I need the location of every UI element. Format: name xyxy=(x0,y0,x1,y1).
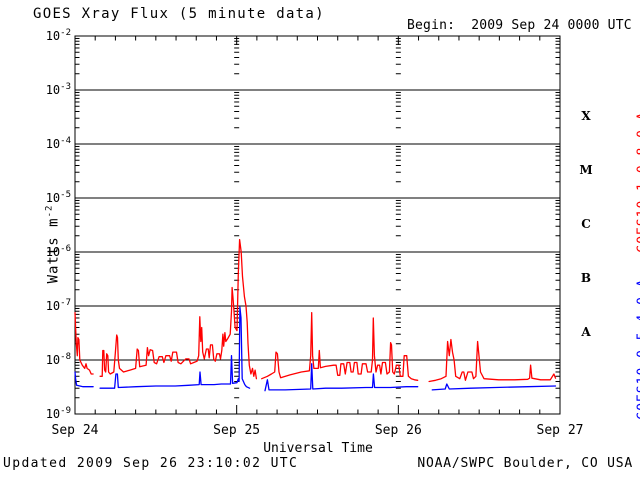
y-tick-label: 10-2 xyxy=(45,28,71,43)
y-tick-exponent: -4 xyxy=(60,136,71,146)
flare-class-label: C xyxy=(581,217,591,231)
flare-class-label: X xyxy=(581,109,591,123)
plot-frame xyxy=(74,35,561,415)
legend-goes10-short-text: GOES10 0.5-4.0 A xyxy=(635,278,640,420)
x-tick-label: Sep 26 xyxy=(374,423,422,438)
y-tick-exponent: -7 xyxy=(60,298,71,308)
x-tick-label: Sep 25 xyxy=(213,423,261,438)
chart-title: GOES Xray Flux (5 minute data) xyxy=(33,6,325,22)
y-tick-exponent: -6 xyxy=(60,244,71,254)
y-tick-label: 10-9 xyxy=(45,406,71,421)
y-tick-label: 10-5 xyxy=(45,190,71,205)
flare-class-label: M xyxy=(579,163,593,177)
y-axis-label-text: Watts m xyxy=(44,217,61,284)
flare-class-label: A xyxy=(581,325,591,339)
updated-timestamp: Updated 2009 Sep 26 23:10:02 UTC xyxy=(3,456,299,471)
xray-short-trace xyxy=(74,306,557,392)
y-tick-label: 10-4 xyxy=(45,136,71,151)
x-tick-label: Sep 24 xyxy=(51,423,99,438)
y-tick-label: 10-6 xyxy=(45,244,71,259)
y-tick-exponent: -3 xyxy=(60,82,71,92)
y-tick-label: 10-8 xyxy=(45,352,71,367)
flare-class-label: B xyxy=(580,271,592,285)
xray-long-trace xyxy=(74,238,557,383)
y-tick-exponent: -2 xyxy=(60,28,71,38)
credit-text: NOAA/SWPC Boulder, CO USA xyxy=(417,456,633,471)
y-tick-exponent: -8 xyxy=(60,352,71,362)
y-axis-label-exponent: -2 xyxy=(44,204,55,218)
y-tick-exponent: -5 xyxy=(60,190,71,200)
y-tick-label: 10-7 xyxy=(45,298,71,313)
x-axis-label: Universal Time xyxy=(263,441,373,456)
x-tick-label: Sep 27 xyxy=(536,423,584,438)
y-tick-label: 10-3 xyxy=(45,82,71,97)
legend-goes10-long-text: GOES10 1.0-8.0 A xyxy=(635,111,640,253)
begin-timestamp: Begin: 2009 Sep 24 0000 UTC xyxy=(407,18,632,33)
y-tick-exponent: -9 xyxy=(60,406,71,416)
